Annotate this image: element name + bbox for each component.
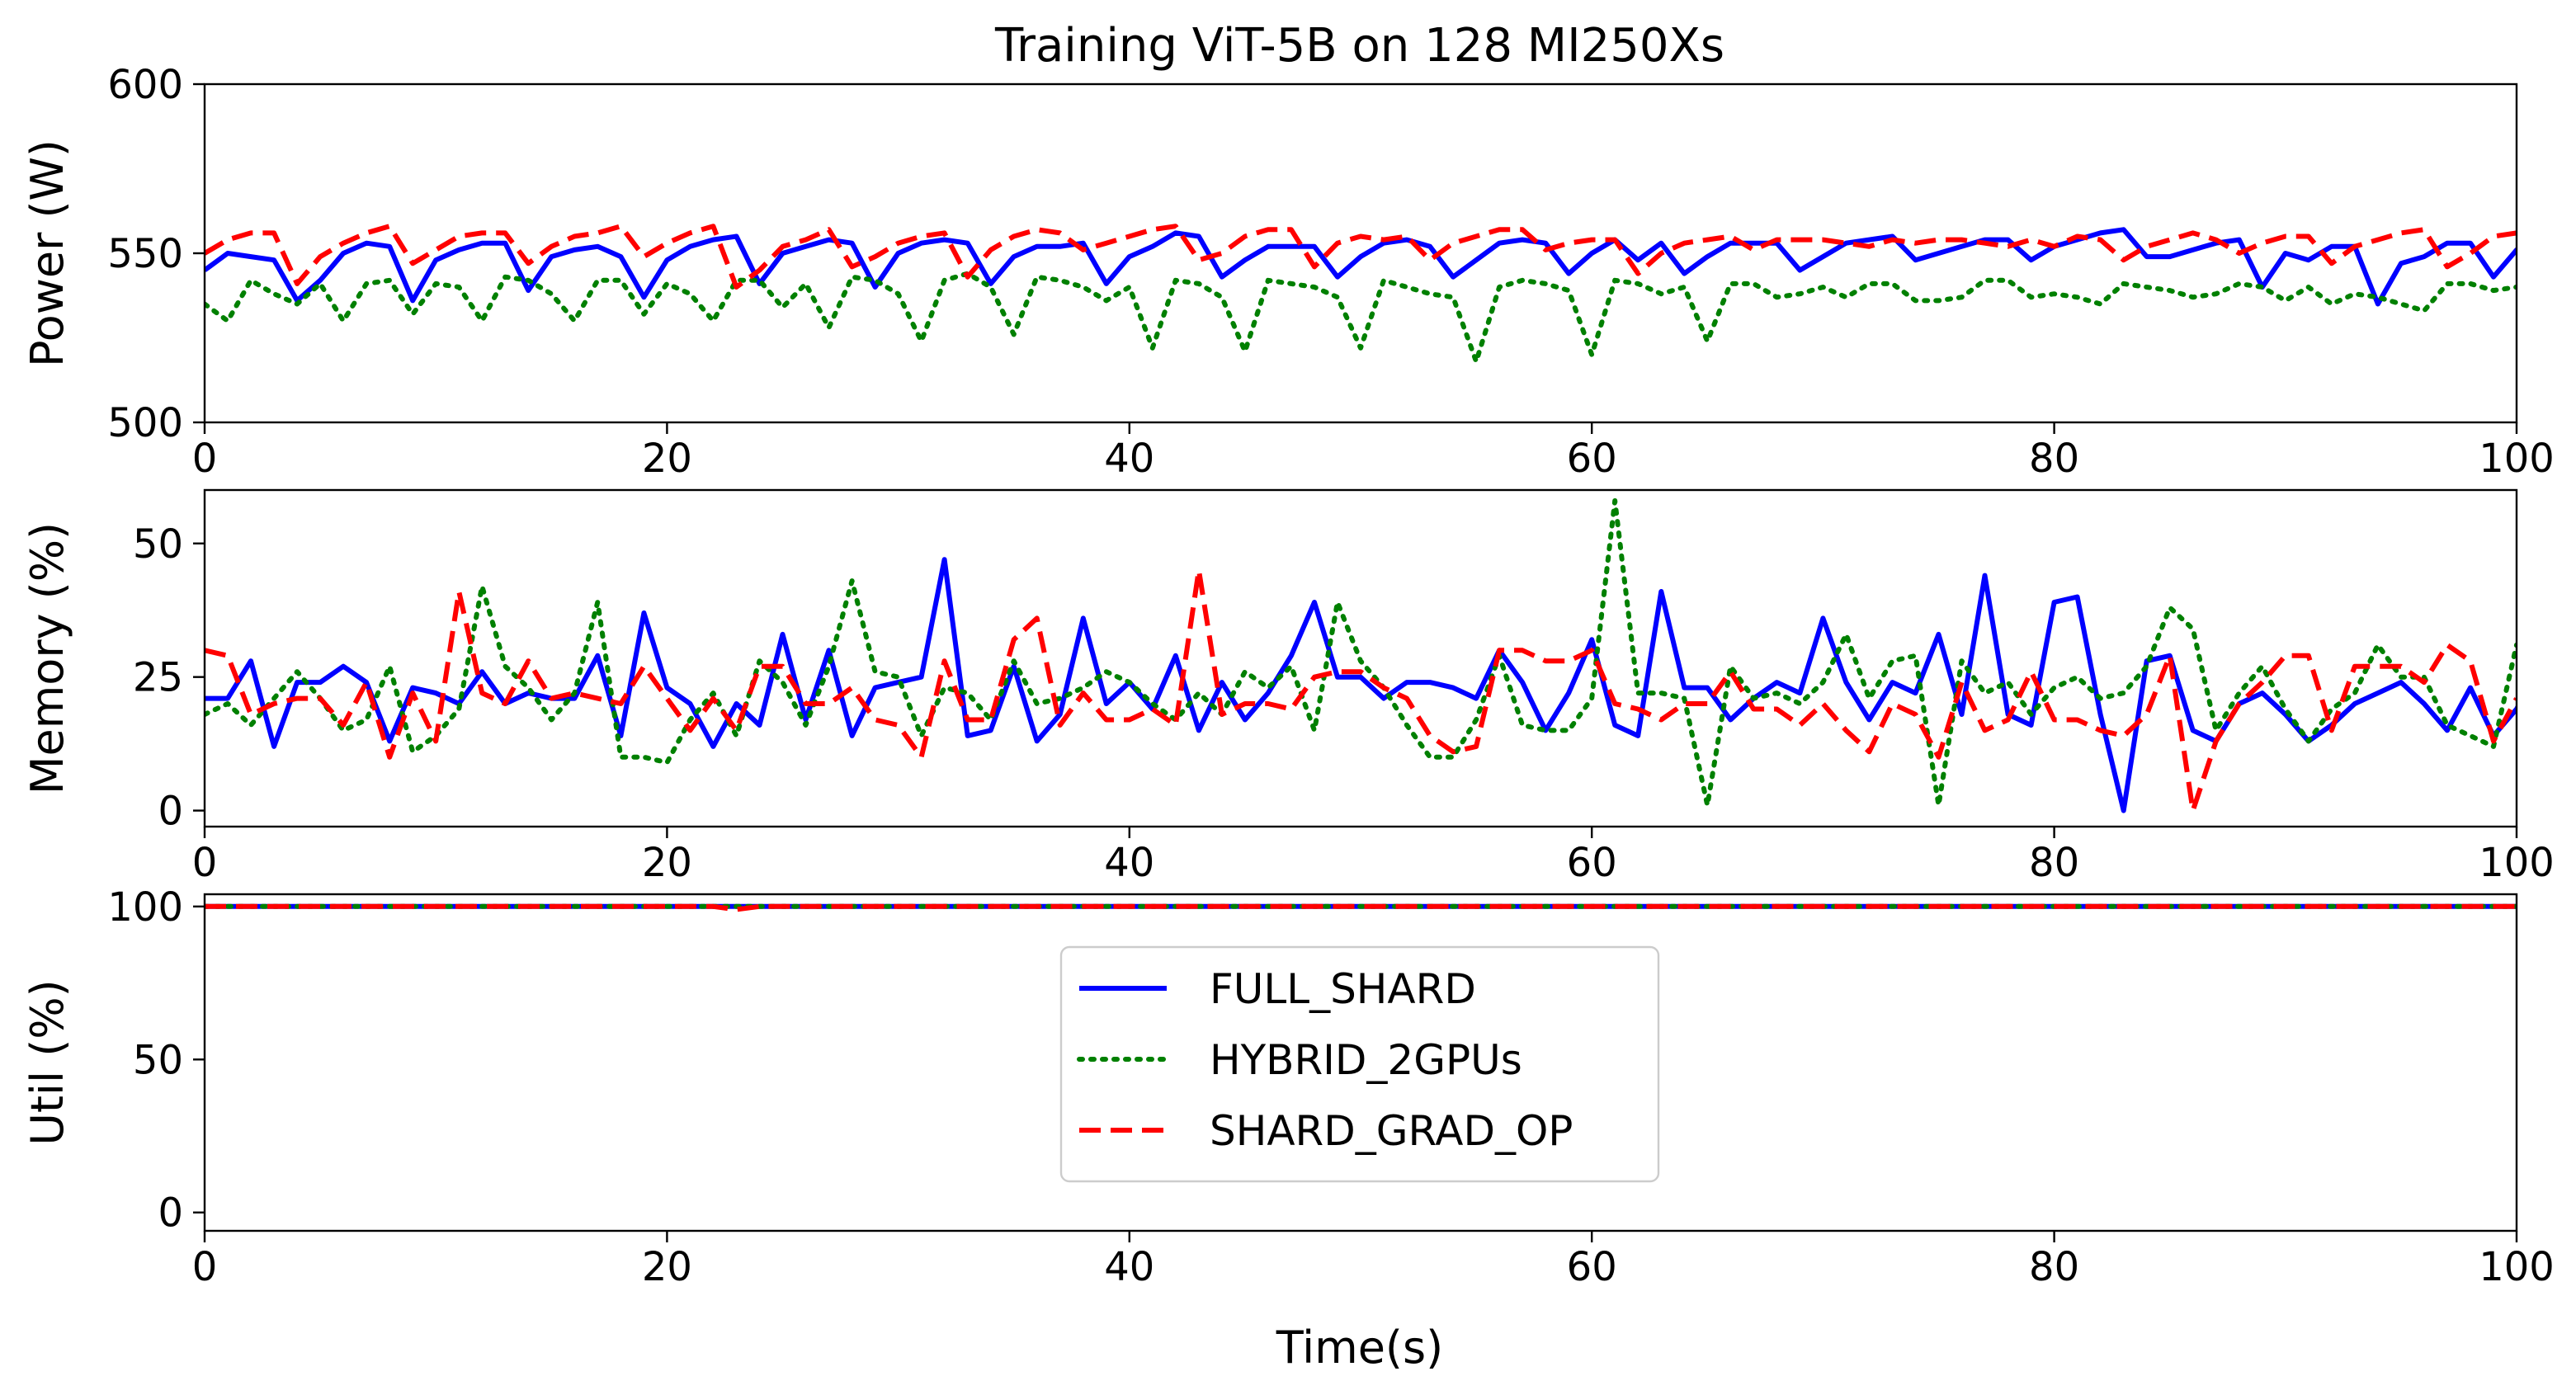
legend-label-shard-grad-op: SHARD_GRAD_OP — [1210, 1107, 1573, 1155]
series-line-memory-shard-grad-op — [205, 568, 2517, 813]
panel-power: 0 20 40 60 80 100 500 550 600 Power (W) — [21, 62, 2555, 482]
x-tick-label-power: 80 — [2029, 436, 2079, 482]
y-tick-label-memory: 0 — [158, 789, 183, 835]
plot-frame-power — [203, 82, 2518, 424]
x-tick-label-memory: 20 — [642, 840, 692, 886]
x-tick-label-power: 40 — [1104, 436, 1154, 482]
legend-box — [1059, 945, 1660, 1183]
x-tick-label-util: 40 — [1104, 1244, 1154, 1290]
x-tick-label-power: 20 — [642, 436, 692, 482]
panel-memory: 0 20 40 60 80 100 0 25 50 Memory (%) — [21, 488, 2555, 886]
series-line-memory-hybrid-2gpus — [205, 498, 2517, 808]
y-tick-label-memory: 25 — [133, 655, 183, 701]
x-tick-label-util: 80 — [2029, 1244, 2079, 1290]
x-tick-label-memory: 60 — [1567, 840, 1617, 886]
y-tick-label-memory: 50 — [133, 521, 183, 568]
series-line-util-shard-grad-op — [205, 903, 2517, 912]
panel-util: 0 20 40 60 80 100 0 50 100 Util (%) — [21, 884, 2555, 1290]
series-line-memory-full-shard — [205, 557, 2517, 813]
x-tick-label-util: 0 — [192, 1244, 218, 1290]
x-tick-label-power: 100 — [2479, 436, 2555, 482]
series-line-power-hybrid-2gpus — [205, 271, 2517, 365]
legend-label-full-shard: FULL_SHARD — [1210, 965, 1476, 1013]
legend: FULL_SHARD HYBRID_2GPUs SHARD_GRAD_OP — [1059, 945, 1660, 1183]
y-tick-label-util: 50 — [133, 1037, 183, 1083]
y-tick-label-power: 550 — [107, 231, 183, 277]
x-tick-label-power: 0 — [192, 436, 218, 482]
x-tick-label-memory: 40 — [1104, 840, 1154, 886]
y-tick-label-power: 600 — [107, 62, 183, 108]
x-tick-label-util: 60 — [1567, 1244, 1617, 1290]
series-line-power-full-shard — [205, 227, 2517, 307]
y-axis-title-util: Util (%) — [21, 979, 73, 1145]
plot-frame-util — [203, 893, 2518, 1232]
x-tick-label-memory: 100 — [2479, 840, 2555, 886]
x-axis-title: Time(s) — [1276, 1322, 1443, 1374]
y-axis-title-memory: Memory (%) — [21, 522, 73, 794]
legend-label-hybrid-2gpus: HYBRID_2GPUs — [1210, 1036, 1522, 1084]
x-tick-label-memory: 80 — [2029, 840, 2079, 886]
y-axis-title-power: Power (W) — [21, 139, 73, 367]
x-tick-label-memory: 0 — [192, 840, 218, 886]
plot-frame-memory — [203, 488, 2518, 828]
series-line-power-shard-grad-op — [205, 224, 2517, 290]
y-tick-label-util: 100 — [107, 884, 183, 931]
x-tick-label-util: 100 — [2479, 1244, 2555, 1290]
y-tick-label-power: 500 — [107, 400, 183, 446]
chart-title: Training ViT-5B on 128 MI250Xs — [994, 19, 1724, 73]
y-tick-label-util: 0 — [158, 1190, 183, 1237]
x-tick-label-util: 20 — [642, 1244, 692, 1290]
x-tick-label-power: 60 — [1567, 436, 1617, 482]
